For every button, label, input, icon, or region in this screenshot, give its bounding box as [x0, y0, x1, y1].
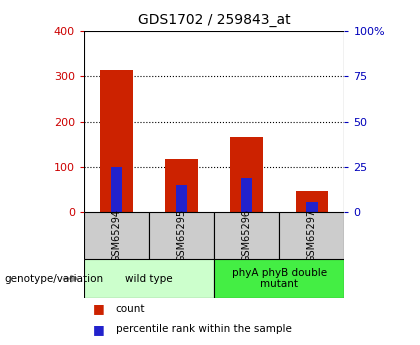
Bar — [214, 259, 344, 298]
Bar — [149, 212, 214, 259]
Title: GDS1702 / 259843_at: GDS1702 / 259843_at — [138, 13, 291, 27]
Bar — [296, 191, 328, 212]
Bar — [306, 202, 318, 212]
Bar — [84, 212, 149, 259]
Bar — [111, 167, 122, 212]
Text: genotype/variation: genotype/variation — [4, 274, 103, 284]
Text: GSM65296: GSM65296 — [242, 209, 252, 262]
Text: GSM65295: GSM65295 — [177, 209, 186, 262]
Bar — [176, 185, 187, 212]
Text: GSM65294: GSM65294 — [112, 209, 121, 262]
Bar — [84, 259, 214, 298]
Text: percentile rank within the sample: percentile rank within the sample — [116, 325, 291, 334]
Text: ■: ■ — [92, 323, 104, 336]
Bar — [100, 70, 133, 212]
Bar — [279, 212, 344, 259]
Text: count: count — [116, 304, 145, 314]
Bar — [214, 212, 279, 259]
Text: ■: ■ — [92, 302, 104, 315]
Bar — [165, 159, 198, 212]
Bar — [231, 137, 263, 212]
Bar — [241, 178, 252, 212]
Text: phyA phyB double
mutant: phyA phyB double mutant — [232, 268, 327, 289]
Text: GSM65297: GSM65297 — [307, 209, 317, 262]
Text: wild type: wild type — [125, 274, 173, 284]
